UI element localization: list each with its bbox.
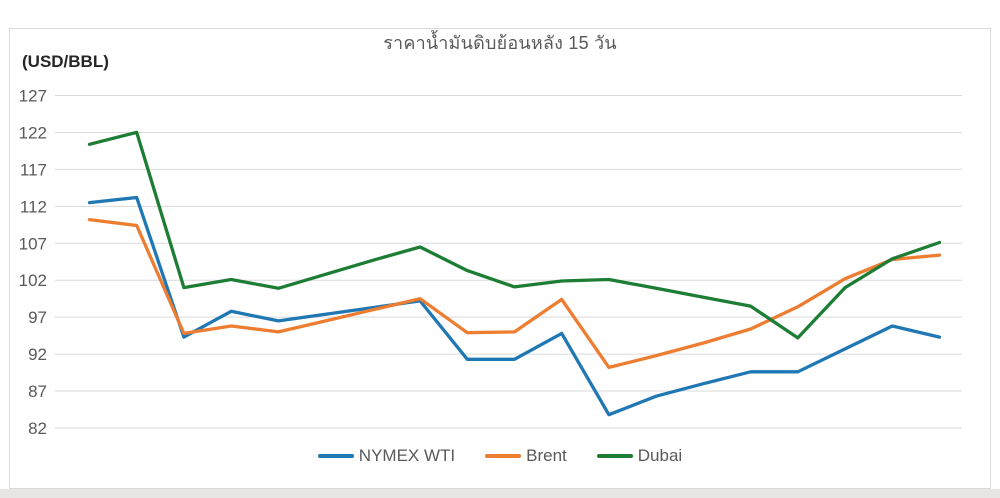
legend-label-brent: Brent: [526, 446, 567, 465]
series-line-dubai: [87, 130, 942, 340]
y-axis-tick-labels: 82 87 92 97 102 107 112 117 122 127: [19, 87, 47, 439]
y-axis-tick-label: 122: [19, 123, 47, 142]
y-axis-tick-label: 117: [20, 160, 47, 179]
y-axis-tick-label: 97: [28, 308, 47, 327]
legend-item-nymex-wti: NYMEX WTI: [317, 446, 456, 466]
series-lines: [87, 130, 942, 417]
legend-label-dubai: Dubai: [637, 446, 683, 465]
y-axis-tick-label: 127: [19, 87, 47, 106]
legend-swatch-nymex-wti: [317, 454, 354, 458]
y-axis-tick-label: 107: [19, 234, 47, 253]
y-axis-unit-label: (USD/BBL): [22, 52, 109, 71]
bottom-strip: [0, 489, 1000, 498]
legend-item-dubai: Dubai: [596, 446, 683, 466]
legend-swatch-brent: [485, 454, 522, 458]
chart-legend: NYMEX WTI Brent Dubai: [0, 446, 1000, 466]
y-axis-tick-label: 102: [19, 271, 47, 290]
series-line-nymex-wti: [87, 195, 942, 417]
legend-item-brent: Brent: [485, 446, 567, 466]
chart-title: ราคาน้ำมันดิบย้อนหลัง 15 วัน: [383, 33, 617, 53]
series-line-brent: [87, 217, 942, 370]
y-axis-tick-label: 87: [28, 382, 47, 401]
y-axis-tick-label: 92: [28, 345, 47, 364]
y-axis-tick-label: 112: [20, 197, 47, 216]
legend-swatch-dubai: [596, 454, 633, 458]
y-axis-tick-label: 82: [28, 419, 47, 438]
gridlines: [55, 95, 962, 429]
legend-label-nymex-wti: NYMEX WTI: [358, 446, 456, 465]
chart-frame: [9, 28, 991, 489]
